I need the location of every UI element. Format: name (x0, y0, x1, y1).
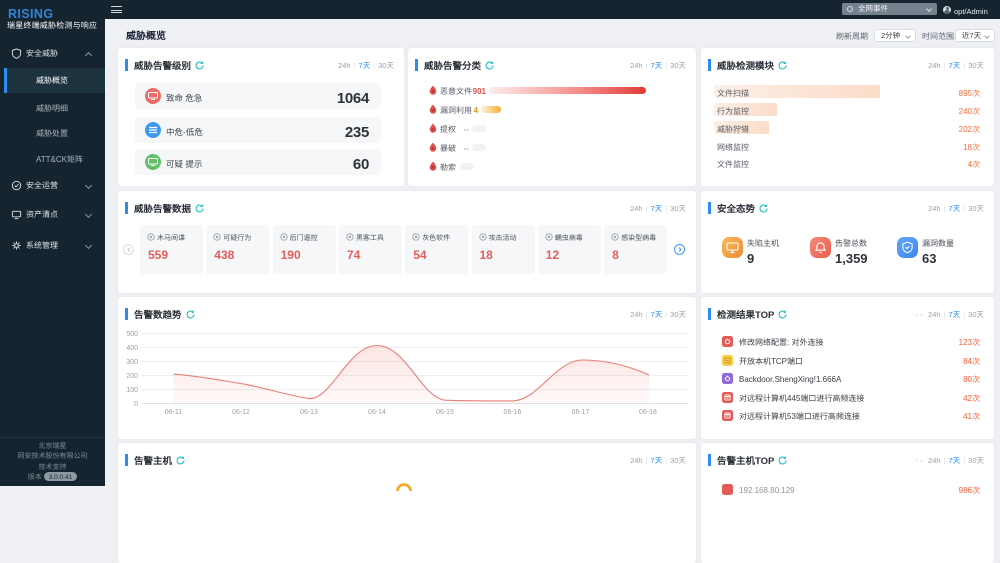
svg-text:400: 400 (126, 345, 138, 352)
svg-text:06-18: 06-18 (639, 409, 657, 416)
svg-text:06-11: 06-11 (165, 409, 182, 416)
svg-text:200: 200 (126, 373, 138, 380)
svg-text:06-16: 06-16 (504, 409, 522, 416)
svg-text:06-12: 06-12 (232, 409, 250, 416)
svg-text:0: 0 (134, 401, 138, 408)
svg-text:300: 300 (126, 359, 138, 366)
svg-text:500: 500 (126, 331, 138, 338)
svg-text:06-13: 06-13 (300, 409, 318, 416)
svg-text:06-15: 06-15 (436, 409, 454, 416)
svg-text:100: 100 (126, 387, 138, 394)
svg-text:06-14: 06-14 (368, 409, 386, 416)
svg-text:06-17: 06-17 (572, 409, 590, 416)
